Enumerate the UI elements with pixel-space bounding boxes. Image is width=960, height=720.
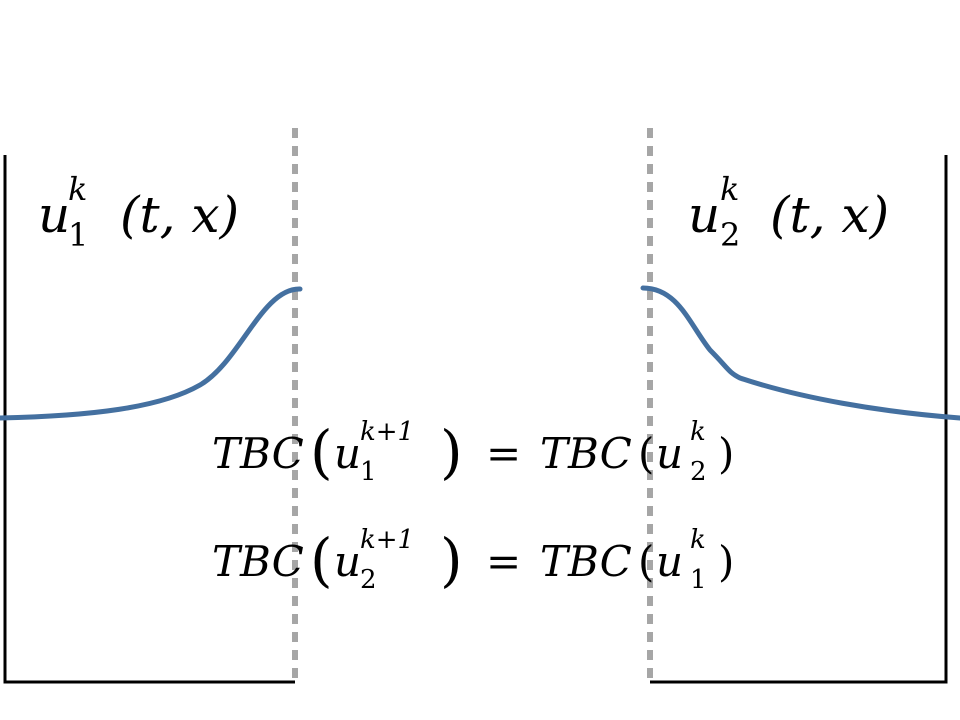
subdomain-1-boundary — [3, 155, 295, 684]
eq1-equals: = — [486, 429, 521, 478]
eq2-rhs-sup: k — [690, 525, 706, 555]
svg-text:(t, x): (t, x) — [770, 186, 889, 244]
svg-text:(: ( — [310, 418, 333, 486]
svg-text:k: k — [690, 525, 706, 555]
solution-curve-2 — [640, 285, 960, 421]
eq2-lhs-base: u — [334, 537, 361, 586]
label-u1-base: u — [38, 186, 70, 244]
svg-text:=: = — [486, 429, 521, 478]
label-u2-sup: k — [720, 170, 739, 208]
label-u1-sub: 1 — [68, 216, 88, 254]
label-u2-sub: 2 — [720, 216, 740, 254]
equation-2: TBC ( u k+1 2 ) = TBC ( u k — [212, 525, 734, 595]
svg-text:k: k — [68, 170, 87, 208]
eq2-rhs-sub: 1 — [690, 565, 707, 595]
svg-text:): ) — [440, 526, 463, 594]
label-u1-sup: k — [68, 170, 87, 208]
svg-text:1: 1 — [68, 216, 88, 254]
svg-text:1: 1 — [360, 457, 377, 487]
eq2-lhs-op: TBC — [212, 537, 304, 586]
svg-text:u: u — [656, 537, 683, 586]
eq1-rhs-sub: 2 — [690, 457, 707, 487]
equation-1: TBC ( u k+1 1 ) = TBC ( u k — [212, 417, 734, 487]
svg-text:u: u — [334, 537, 361, 586]
eq2-rhs-base: u — [656, 537, 683, 586]
svg-text:2: 2 — [720, 216, 740, 254]
svg-text:u: u — [656, 429, 683, 478]
svg-text:1: 1 — [690, 565, 707, 595]
eq2-lhs-sub: 2 — [360, 565, 377, 595]
svg-text:TBC: TBC — [540, 537, 632, 586]
svg-text:): ) — [440, 418, 463, 486]
svg-text:2: 2 — [690, 457, 707, 487]
eq1-lhs-sup: k+1 — [360, 417, 414, 447]
label-u2: u k 2 (t, x) — [688, 170, 889, 254]
svg-text:k+1: k+1 — [360, 417, 414, 447]
svg-text:TBC: TBC — [212, 429, 304, 478]
eq2-lhs-sup: k+1 — [360, 525, 414, 555]
svg-text:u: u — [38, 186, 70, 244]
eq1-rhs-sup: k — [690, 417, 706, 447]
eq1-rhs-op: TBC — [540, 429, 632, 478]
svg-text:u: u — [688, 186, 720, 244]
svg-text:2: 2 — [360, 565, 377, 595]
svg-text:(: ( — [310, 526, 333, 594]
svg-text:k: k — [690, 417, 706, 447]
svg-text:): ) — [718, 429, 734, 478]
subdomain-2-boundary — [650, 155, 948, 684]
svg-text:u: u — [334, 429, 361, 478]
eq1-rhs-base: u — [656, 429, 683, 478]
svg-text:TBC: TBC — [540, 429, 632, 478]
label-u1: u k 1 (t, x) — [38, 170, 239, 254]
eq1-lhs-sub: 1 — [360, 457, 377, 487]
label-u2-base: u — [688, 186, 720, 244]
svg-text:k+1: k+1 — [360, 525, 414, 555]
eq2-rhs-op: TBC — [540, 537, 632, 586]
svg-text:(t, x): (t, x) — [120, 186, 239, 244]
eq2-equals: = — [486, 537, 521, 586]
solution-curve-1 — [0, 286, 303, 421]
svg-text:(: ( — [638, 429, 654, 478]
svg-text:k: k — [720, 170, 739, 208]
svg-text:TBC: TBC — [212, 537, 304, 586]
label-u2-args: (t, x) — [770, 186, 889, 244]
svg-text:): ) — [718, 537, 734, 586]
svg-text:=: = — [486, 537, 521, 586]
eq1-lhs-op: TBC — [212, 429, 304, 478]
eq1-lhs-base: u — [334, 429, 361, 478]
label-u1-args: (t, x) — [120, 186, 239, 244]
svg-text:(: ( — [638, 537, 654, 586]
